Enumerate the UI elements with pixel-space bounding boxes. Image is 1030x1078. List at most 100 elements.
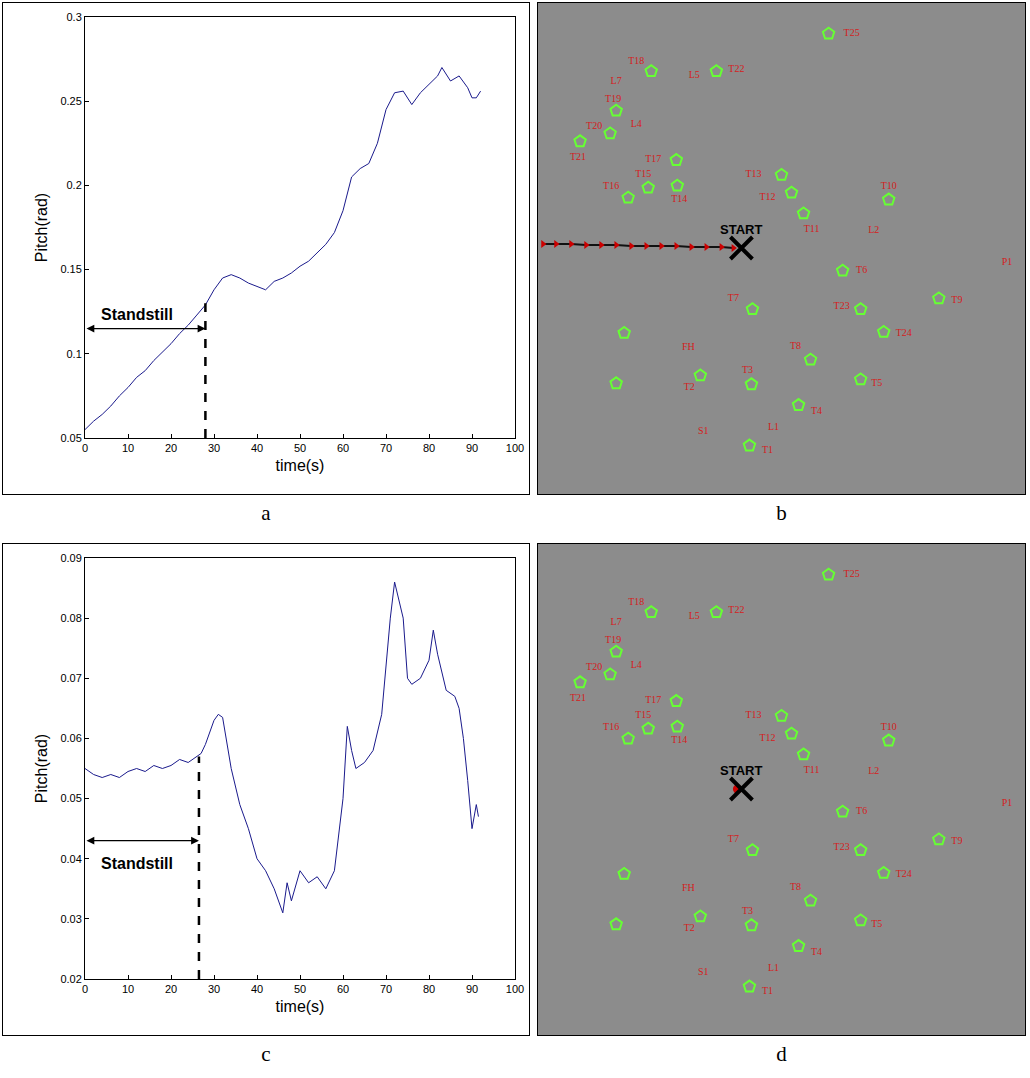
svg-text:T10: T10 — [881, 180, 897, 191]
svg-text:70: 70 — [380, 983, 392, 995]
svg-text:70: 70 — [380, 442, 392, 454]
svg-text:time(s): time(s) — [276, 998, 325, 1015]
svg-text:T19: T19 — [605, 93, 621, 104]
svg-text:0.1: 0.1 — [67, 348, 82, 360]
svg-text:T19: T19 — [605, 634, 621, 645]
svg-text:L2: L2 — [868, 765, 879, 776]
svg-text:L1: L1 — [768, 962, 779, 973]
svg-text:T25: T25 — [844, 27, 860, 38]
svg-text:T9: T9 — [951, 294, 962, 305]
svg-text:T25: T25 — [844, 568, 860, 579]
svg-text:L4: L4 — [631, 118, 642, 129]
svg-text:T22: T22 — [728, 63, 744, 74]
svg-text:T5: T5 — [871, 918, 882, 929]
svg-text:START: START — [720, 222, 762, 237]
svg-text:T3: T3 — [742, 364, 753, 375]
svg-text:60: 60 — [337, 442, 349, 454]
svg-text:FH: FH — [682, 341, 695, 352]
svg-text:10: 10 — [122, 983, 134, 995]
svg-text:T21: T21 — [570, 151, 586, 162]
svg-text:0: 0 — [82, 442, 88, 454]
svg-text:T3: T3 — [742, 905, 753, 916]
svg-text:S1: S1 — [698, 425, 709, 436]
svg-text:T9: T9 — [951, 835, 962, 846]
svg-text:90: 90 — [466, 442, 478, 454]
svg-text:0.05: 0.05 — [60, 432, 81, 444]
svg-text:T24: T24 — [896, 327, 912, 338]
svg-text:T15: T15 — [635, 168, 651, 179]
svg-text:T2: T2 — [684, 922, 695, 933]
svg-text:T17: T17 — [645, 694, 661, 705]
svg-text:T23: T23 — [834, 300, 850, 311]
svg-text:T12: T12 — [759, 191, 775, 202]
svg-text:L1: L1 — [768, 421, 779, 432]
svg-text:T14: T14 — [671, 734, 687, 745]
svg-text:T15: T15 — [635, 709, 651, 720]
svg-text:Standstill: Standstill — [101, 306, 173, 323]
svg-text:T14: T14 — [671, 193, 687, 204]
svg-text:0.07: 0.07 — [60, 672, 81, 684]
svg-text:T11: T11 — [804, 764, 820, 775]
svg-text:T7: T7 — [728, 292, 739, 303]
svg-text:50: 50 — [294, 983, 306, 995]
svg-text:0.05: 0.05 — [60, 792, 81, 804]
svg-text:100: 100 — [506, 983, 524, 995]
svg-text:0.3: 0.3 — [67, 11, 82, 23]
svg-text:FH: FH — [682, 882, 695, 893]
svg-text:Pitch(rad): Pitch(rad) — [33, 193, 50, 262]
svg-text:0.2: 0.2 — [67, 179, 82, 191]
svg-text:L7: L7 — [611, 616, 622, 627]
svg-text:T12: T12 — [759, 732, 775, 743]
svg-text:T18: T18 — [628, 596, 644, 607]
svg-text:30: 30 — [208, 983, 220, 995]
svg-text:START: START — [720, 763, 762, 778]
svg-text:L7: L7 — [611, 75, 622, 86]
svg-text:Standstill: Standstill — [101, 855, 173, 872]
svg-text:T10: T10 — [881, 721, 897, 732]
svg-text:time(s): time(s) — [276, 457, 325, 474]
svg-text:T24: T24 — [896, 868, 912, 879]
svg-text:40: 40 — [251, 442, 263, 454]
svg-text:L5: L5 — [689, 610, 700, 621]
svg-text:T6: T6 — [856, 805, 867, 816]
svg-text:T8: T8 — [790, 881, 801, 892]
svg-text:T2: T2 — [684, 381, 695, 392]
svg-text:0.02: 0.02 — [60, 973, 81, 985]
svg-text:T21: T21 — [570, 692, 586, 703]
svg-text:0.15: 0.15 — [60, 263, 81, 275]
svg-text:L2: L2 — [868, 224, 879, 235]
svg-text:20: 20 — [165, 983, 177, 995]
svg-text:40: 40 — [251, 983, 263, 995]
svg-text:10: 10 — [122, 442, 134, 454]
svg-text:0.25: 0.25 — [60, 95, 81, 107]
svg-text:T6: T6 — [856, 264, 867, 275]
svg-text:T8: T8 — [790, 340, 801, 351]
svg-text:L5: L5 — [689, 69, 700, 80]
svg-text:0.08: 0.08 — [60, 612, 81, 624]
svg-text:90: 90 — [466, 983, 478, 995]
svg-text:0.09: 0.09 — [60, 552, 81, 564]
svg-text:T1: T1 — [762, 985, 773, 996]
svg-text:T20: T20 — [586, 120, 602, 131]
svg-text:0: 0 — [82, 983, 88, 995]
svg-text:P1: P1 — [1002, 797, 1013, 808]
svg-text:T16: T16 — [603, 721, 619, 732]
svg-text:T4: T4 — [811, 405, 822, 416]
svg-text:T18: T18 — [628, 55, 644, 66]
svg-text:T7: T7 — [728, 833, 739, 844]
svg-text:T16: T16 — [603, 180, 619, 191]
svg-text:T1: T1 — [762, 444, 773, 455]
svg-text:0.03: 0.03 — [60, 913, 81, 925]
svg-text:T13: T13 — [745, 709, 761, 720]
svg-text:T5: T5 — [871, 377, 882, 388]
svg-text:T4: T4 — [811, 946, 822, 957]
svg-text:0.04: 0.04 — [60, 853, 81, 865]
svg-text:100: 100 — [506, 442, 524, 454]
svg-text:30: 30 — [208, 442, 220, 454]
svg-text:T22: T22 — [728, 604, 744, 615]
svg-text:80: 80 — [423, 983, 435, 995]
svg-text:T11: T11 — [804, 223, 820, 234]
svg-text:T20: T20 — [586, 661, 602, 672]
svg-text:T17: T17 — [645, 153, 661, 164]
svg-text:P1: P1 — [1002, 256, 1013, 267]
